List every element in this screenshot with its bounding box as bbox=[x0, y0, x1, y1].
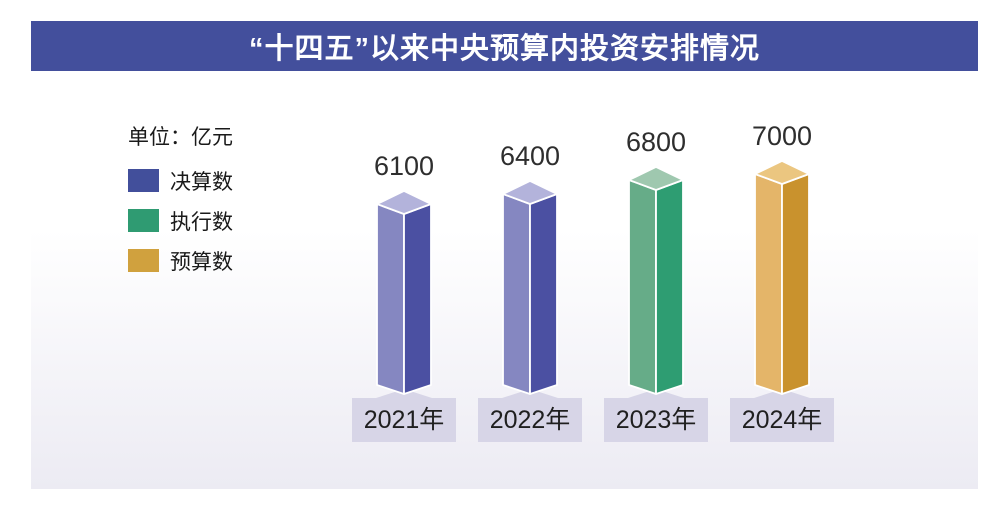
chart-title-bar: “十四五”以来中央预算内投资安排情况 bbox=[31, 21, 978, 71]
category-label: 2022年 bbox=[478, 398, 582, 442]
bar-column bbox=[376, 190, 432, 395]
legend: 单位：亿元 决算数 执行数 预算数 bbox=[128, 121, 233, 289]
legend-swatch-icon bbox=[128, 169, 159, 192]
bar-top-face bbox=[376, 190, 432, 215]
bar-column bbox=[628, 166, 684, 395]
bar-value-label: 6400 bbox=[499, 141, 561, 171]
bar-value-label: 6100 bbox=[373, 151, 435, 181]
category-label: 2024年 bbox=[730, 398, 834, 442]
bar-column bbox=[502, 180, 558, 395]
legend-swatch-icon bbox=[128, 249, 159, 272]
legend-item-final-accounts: 决算数 bbox=[128, 169, 233, 194]
bar-right-face bbox=[655, 179, 684, 395]
bar-right-face bbox=[403, 203, 432, 395]
bar-left-face bbox=[376, 203, 405, 395]
category-label: 2021年 bbox=[352, 398, 456, 442]
bar-value-label: 7000 bbox=[751, 121, 813, 151]
bar-left-face bbox=[502, 193, 531, 395]
category-label: 2023年 bbox=[604, 398, 708, 442]
unit-label: 单位：亿元 bbox=[128, 126, 233, 149]
legend-item-label: 执行数 bbox=[170, 210, 233, 234]
bar-top-face bbox=[628, 166, 684, 191]
bar-left-face bbox=[754, 173, 783, 395]
bar-right-face bbox=[529, 193, 558, 395]
bar-top-face bbox=[754, 160, 810, 185]
bar-right-face bbox=[781, 173, 810, 395]
legend-item-execution: 执行数 bbox=[128, 209, 233, 234]
bar-value-label: 6800 bbox=[625, 127, 687, 157]
legend-swatch-icon bbox=[128, 209, 159, 232]
legend-item-label: 预算数 bbox=[170, 250, 233, 274]
bar-top-face bbox=[502, 180, 558, 205]
bar-left-face bbox=[628, 179, 657, 395]
bar-column bbox=[754, 160, 810, 395]
chart-title: “十四五”以来中央预算内投资安排情况 bbox=[248, 33, 760, 65]
legend-item-label: 决算数 bbox=[170, 170, 233, 194]
legend-item-budget: 预算数 bbox=[128, 249, 233, 274]
